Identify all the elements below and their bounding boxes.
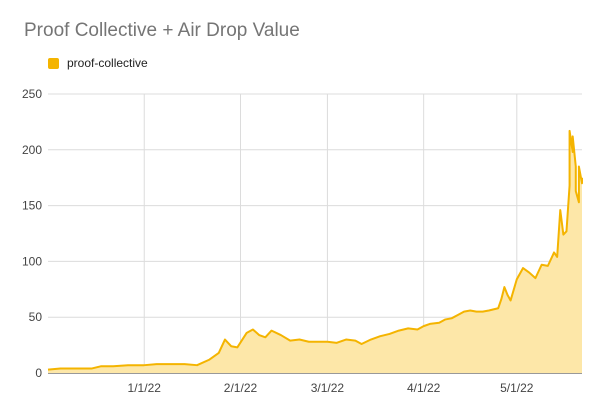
series-area-proof-collective — [48, 130, 582, 373]
x-tick-label: 2/1/22 — [224, 381, 258, 395]
y-tick-label: 100 — [22, 254, 42, 268]
y-tick-label: 200 — [22, 143, 42, 157]
y-tick-label: 50 — [29, 310, 43, 324]
legend: proof-collective — [0, 56, 600, 76]
x-tick-label: 3/1/22 — [311, 381, 345, 395]
y-tick-label: 250 — [22, 87, 42, 101]
legend-swatch — [48, 57, 59, 69]
y-tick-label: 150 — [22, 199, 42, 213]
x-tick-label: 1/1/22 — [128, 381, 162, 395]
x-tick-label: 5/1/22 — [500, 381, 534, 395]
legend-item: proof-collective — [48, 56, 148, 70]
legend-label: proof-collective — [67, 56, 148, 70]
series-line-proof-collective — [47, 129, 583, 371]
x-tick-label: 4/1/22 — [407, 381, 441, 395]
y-tick-label: 0 — [35, 366, 42, 380]
chart-title: Proof Collective + Air Drop Value — [24, 20, 300, 41]
